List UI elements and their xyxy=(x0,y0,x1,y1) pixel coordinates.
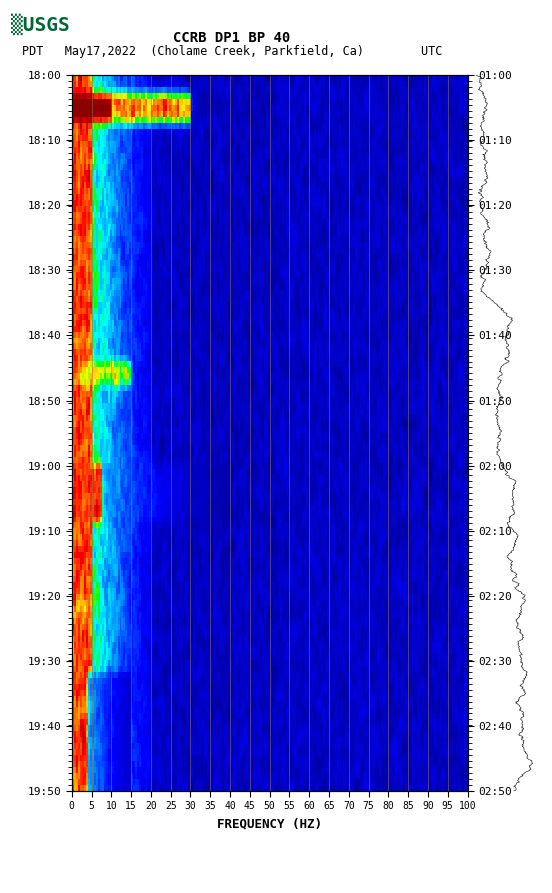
Text: CCRB DP1 BP 40: CCRB DP1 BP 40 xyxy=(173,31,290,46)
X-axis label: FREQUENCY (HZ): FREQUENCY (HZ) xyxy=(217,817,322,830)
Text: ▒USGS: ▒USGS xyxy=(11,13,70,35)
Text: PDT   May17,2022  (Cholame Creek, Parkfield, Ca)        UTC: PDT May17,2022 (Cholame Creek, Parkfield… xyxy=(22,45,442,58)
